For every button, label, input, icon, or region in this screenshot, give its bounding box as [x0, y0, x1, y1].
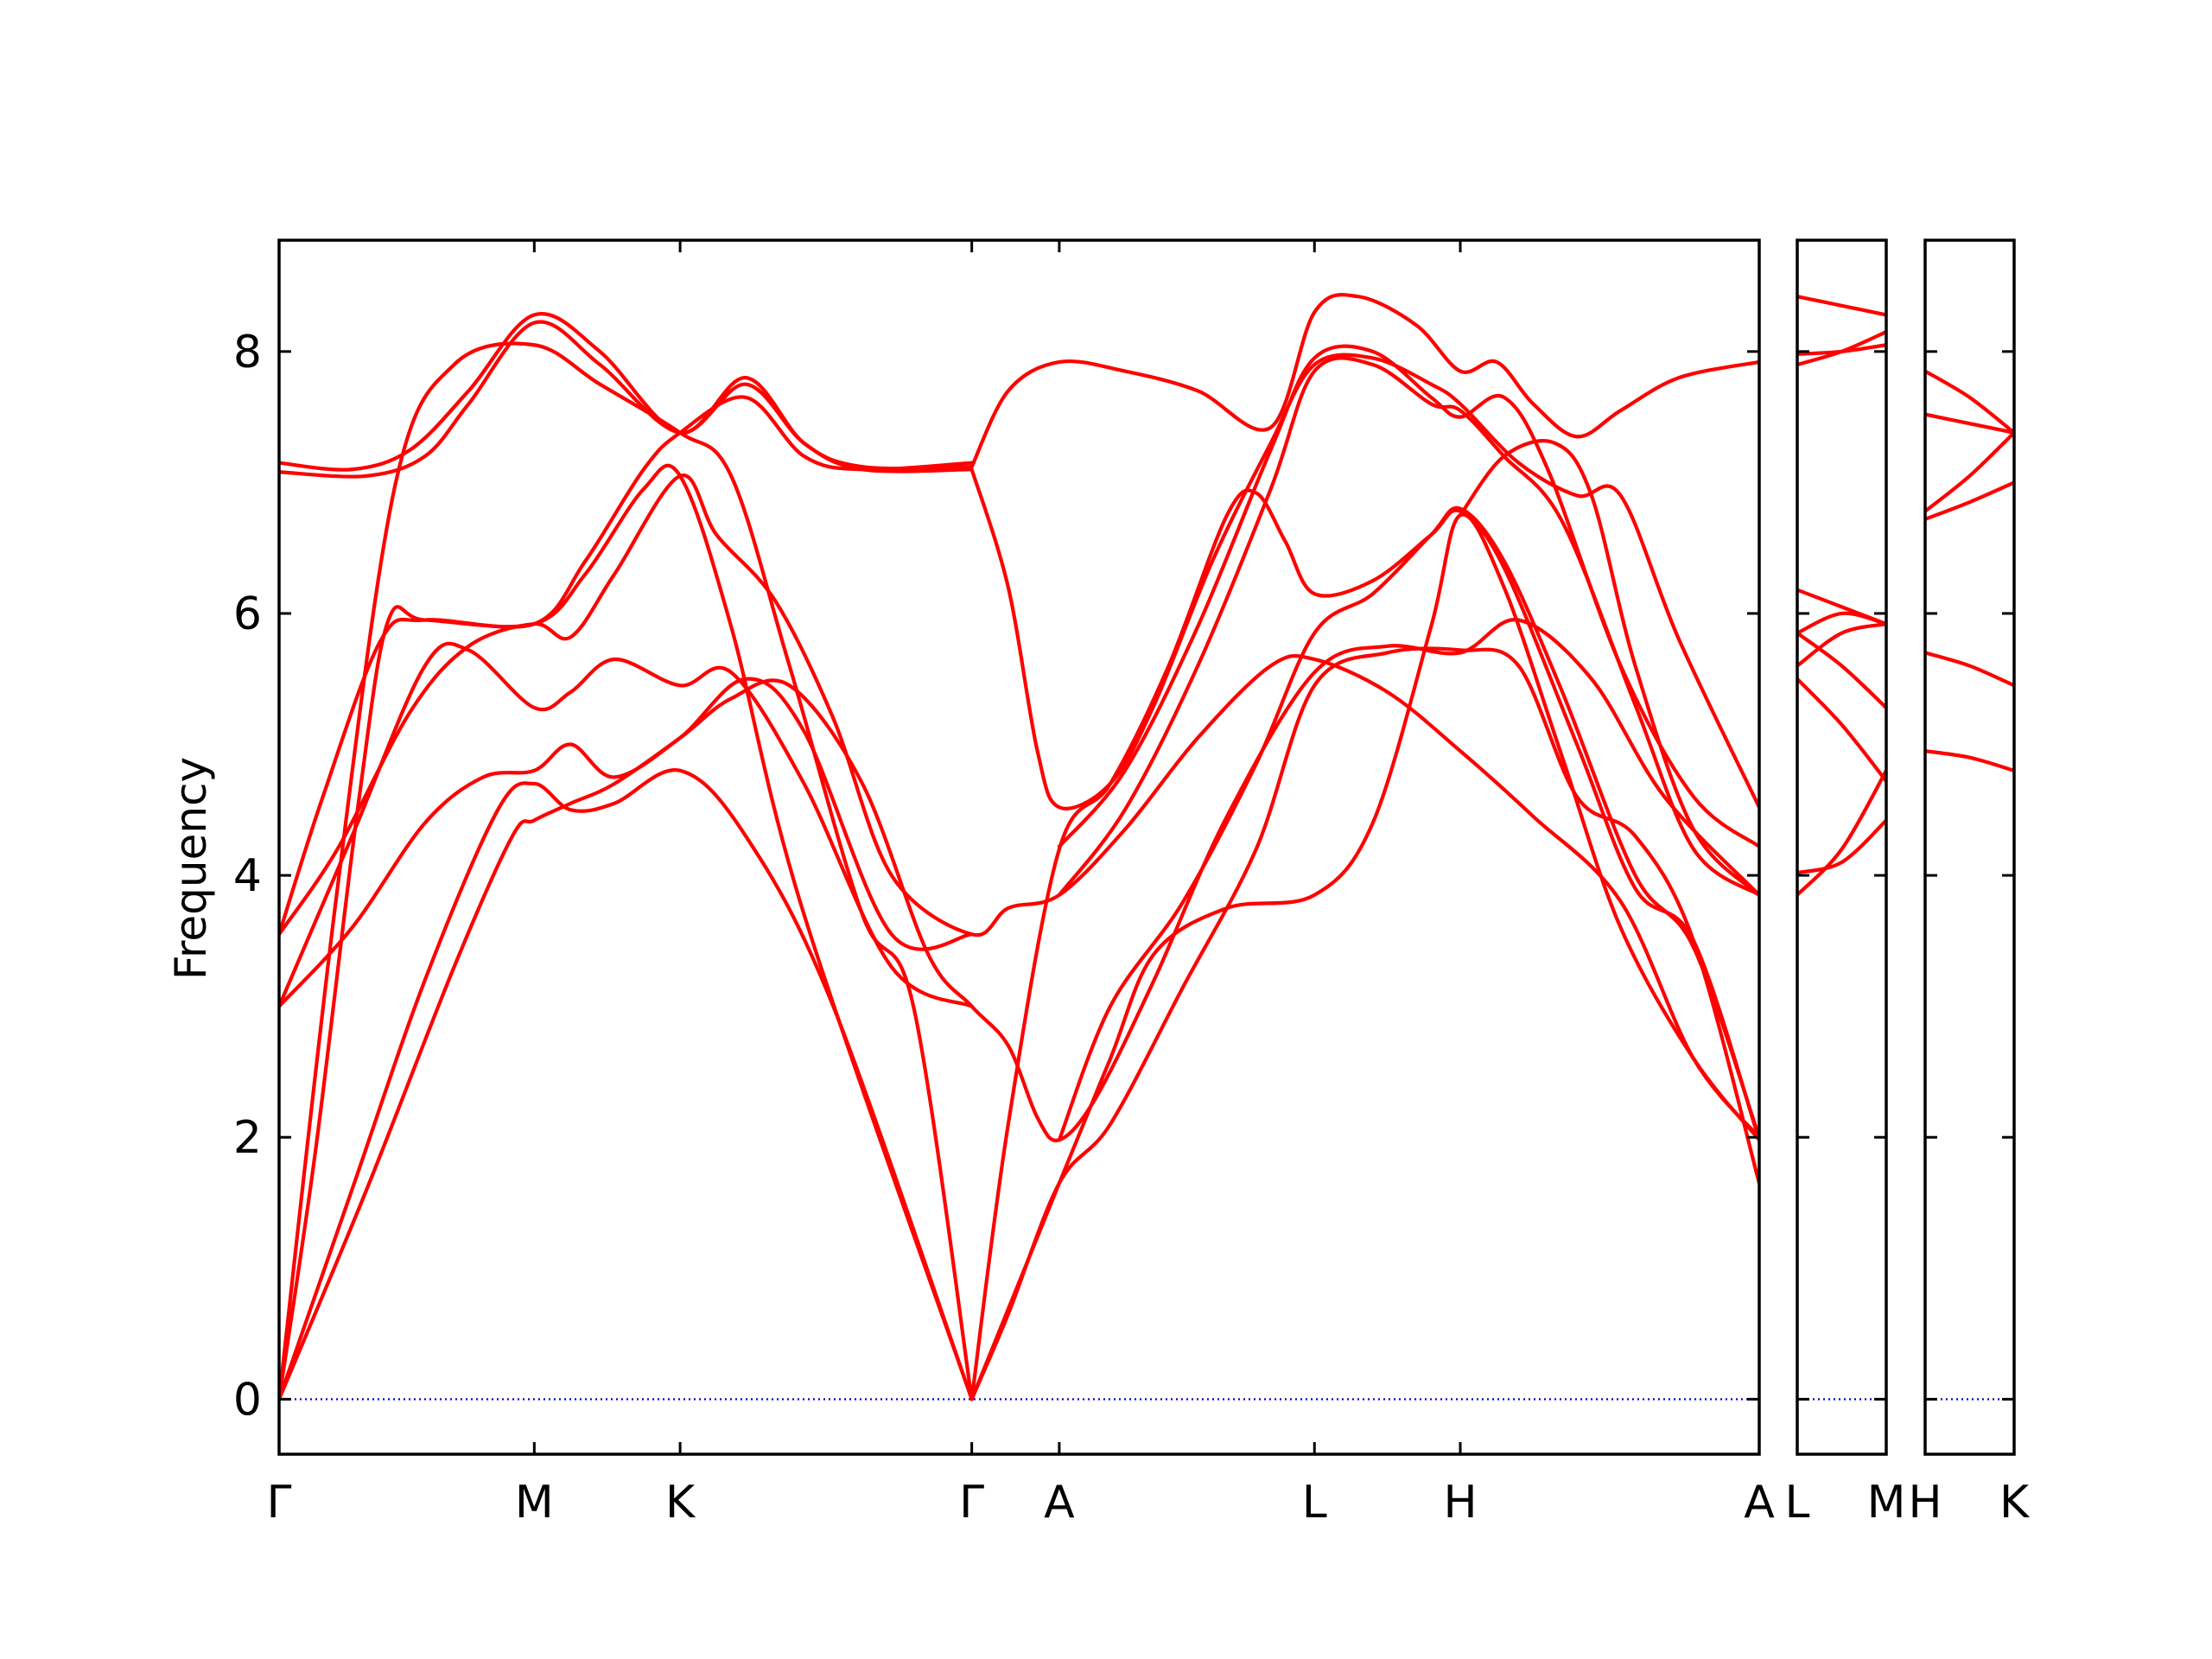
x-tick-label: Γ [959, 1477, 984, 1529]
band-line [279, 395, 974, 937]
panel-1: 0 2 4 6 8 Γ M K Γ A L H A [233, 238, 1775, 1529]
band-line [1797, 329, 1886, 367]
band-line [969, 293, 1759, 469]
band-line [279, 341, 974, 1402]
band-line [279, 641, 974, 1008]
band-line [1797, 768, 1886, 897]
y-axis-label: Frequency [166, 757, 216, 980]
x-tick-label: K [665, 1477, 696, 1529]
y-tick-label: 8 [233, 327, 262, 378]
panel-frame [1923, 238, 2016, 1456]
band-line [1057, 356, 1759, 897]
band-line [1797, 611, 1886, 635]
x-tick-label: K [1999, 1477, 2031, 1529]
y-tick-label: 2 [233, 1112, 262, 1164]
x-tick-label: L [1785, 1477, 1810, 1529]
x-tick-label: Γ [267, 1477, 292, 1529]
panel-frame [277, 238, 1761, 1456]
band-line [1925, 412, 2014, 435]
band-line [1458, 439, 1759, 897]
band-line [1057, 344, 1759, 849]
x-tick-label: L [1302, 1477, 1327, 1529]
band-line [969, 488, 1759, 1402]
band-line [279, 618, 1759, 1402]
band-line [1797, 621, 1886, 668]
y-tick-label: 0 [233, 1374, 262, 1426]
x-tick-label: M [1867, 1477, 1906, 1529]
x-tick-label: M [515, 1477, 554, 1529]
band-line [969, 646, 1759, 1402]
band-line [279, 463, 974, 1402]
band-line [1925, 430, 2014, 513]
panel-frame [1796, 238, 1888, 1456]
x-tick-label: H [1443, 1477, 1477, 1529]
band-line [969, 512, 1759, 1402]
series-group [1797, 295, 1886, 897]
band-line [1797, 677, 1886, 784]
x-tick-label: A [1044, 1477, 1075, 1529]
series-group [1925, 369, 2014, 772]
band-line [1797, 818, 1886, 875]
band-line [1925, 369, 2014, 435]
y-tick-label: 4 [233, 850, 262, 902]
band-line [1057, 505, 1759, 1142]
series-group [279, 293, 1759, 1402]
band-line [1925, 480, 2014, 521]
band-line [1797, 631, 1886, 710]
band-line [279, 312, 974, 472]
band-line [1925, 651, 2014, 688]
x-tick-label: H [1908, 1477, 1942, 1529]
y-tick-label: 6 [233, 588, 262, 640]
band-line [1925, 749, 2014, 772]
x-tick-label: A [1744, 1477, 1775, 1529]
band-line [279, 677, 974, 1008]
band-line [1797, 295, 1886, 317]
